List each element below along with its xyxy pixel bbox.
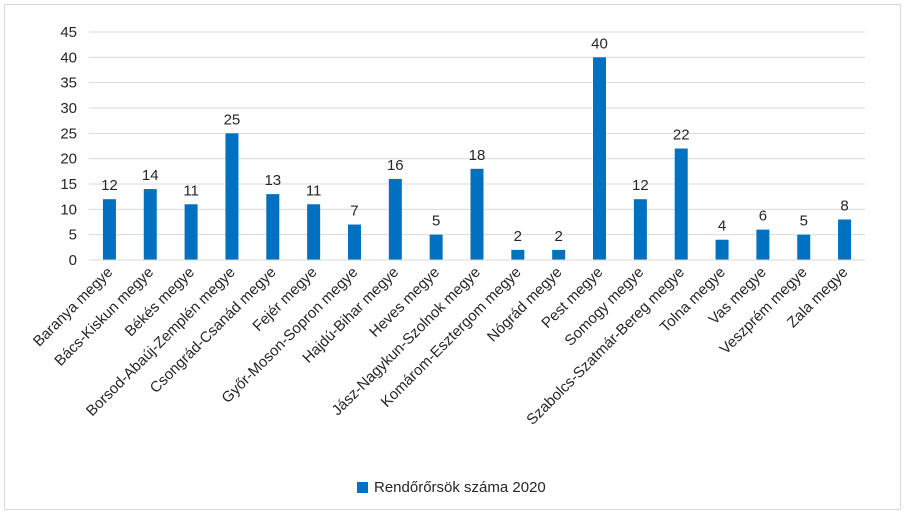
y-tick-label: 10	[60, 201, 77, 218]
y-tick-label: 45	[60, 24, 77, 41]
data-label: 11	[306, 182, 322, 199]
data-label: 12	[632, 177, 649, 194]
bar	[266, 194, 280, 260]
bar	[184, 204, 198, 260]
data-label: 7	[350, 203, 358, 220]
data-label: 40	[591, 35, 608, 52]
legend: Rendőrőrsök száma 2020	[357, 479, 546, 496]
bar	[102, 199, 116, 260]
y-tick-label: 40	[60, 49, 77, 66]
data-label: 16	[387, 157, 404, 174]
y-axis: 0 5 10 15 20 25 30 35 40 45	[60, 24, 77, 269]
bar	[143, 189, 157, 260]
bar	[593, 57, 607, 261]
bar	[429, 234, 443, 260]
bar	[552, 249, 566, 260]
x-tick-label: Borsod-Abaúj-Zemplén megye	[83, 264, 239, 420]
gridlines	[89, 31, 865, 261]
legend-swatch	[357, 482, 368, 493]
bar	[715, 239, 729, 260]
bar	[388, 178, 402, 260]
data-label: 5	[432, 213, 440, 230]
y-tick-label: 5	[69, 227, 77, 244]
bar	[756, 229, 770, 260]
y-tick-label: 25	[60, 125, 77, 142]
data-label: 12	[101, 177, 118, 194]
data-label: 4	[718, 218, 726, 235]
y-tick-label: 35	[60, 75, 77, 92]
x-tick-label: Jász-Nagykun-Szolnok megye	[329, 264, 484, 419]
data-label: 11	[183, 182, 199, 199]
y-tick-label: 30	[60, 100, 77, 117]
y-tick-label: 15	[60, 176, 77, 193]
data-label: 14	[142, 167, 159, 184]
y-tick-label: 0	[69, 252, 77, 269]
bar	[225, 133, 239, 260]
data-label: 18	[469, 147, 486, 164]
data-label: 5	[800, 213, 808, 230]
y-tick-label: 20	[60, 151, 77, 168]
data-label: 13	[264, 172, 281, 189]
data-label: 22	[673, 127, 690, 144]
data-label: 2	[555, 228, 563, 245]
legend-label: Rendőrőrsök száma 2020	[374, 479, 546, 496]
bar	[838, 219, 852, 260]
bar	[674, 148, 688, 260]
data-label: 8	[840, 197, 848, 214]
bar	[633, 199, 647, 260]
bar	[347, 224, 361, 260]
bar	[511, 249, 525, 260]
bar	[307, 204, 321, 260]
data-label: 25	[224, 111, 241, 128]
bar	[470, 168, 484, 260]
bars	[102, 57, 852, 261]
data-label: 6	[759, 208, 767, 225]
bar	[797, 234, 811, 260]
data-label: 2	[514, 228, 522, 245]
chart-frame: 0 5 10 15 20 25 30 35 40 45 12 14 11 25 13 11 7 16 5 18 2 2 4…	[4, 4, 901, 510]
